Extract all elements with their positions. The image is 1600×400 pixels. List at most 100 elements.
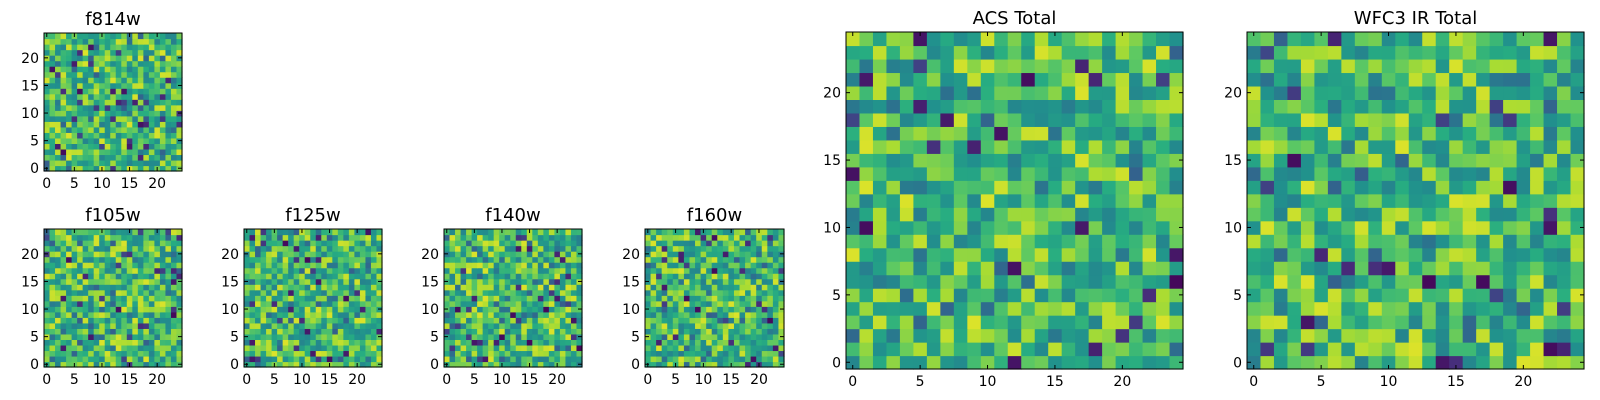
heatmap-cell [115, 60, 122, 67]
heatmap-cell [277, 328, 284, 335]
heatmap-cell [99, 278, 106, 285]
heatmap-cell [93, 322, 100, 329]
heatmap-cell [1341, 220, 1356, 235]
heatmap-cell [137, 154, 144, 161]
heatmap-cell [1435, 247, 1450, 262]
heatmap-cell [1287, 99, 1302, 114]
heatmap-cell [750, 289, 757, 296]
heatmap-cell [510, 251, 517, 258]
heatmap-cell [656, 350, 663, 357]
heatmap-cell [886, 274, 901, 289]
heatmap-cell [1368, 315, 1383, 330]
heatmap-cell [886, 166, 901, 181]
heatmap-cell [1570, 301, 1585, 316]
heatmap-cell [143, 165, 150, 172]
heatmap-cell [761, 267, 768, 274]
heatmap-cell [728, 240, 735, 247]
heatmap-cell [1156, 139, 1171, 154]
heatmap-cell [348, 240, 355, 247]
heatmap-cell [1327, 220, 1342, 235]
heatmap-cell [126, 339, 133, 346]
heatmap-cell [271, 289, 278, 296]
heatmap-cell [1273, 220, 1289, 235]
heatmap-cell [559, 273, 567, 280]
heatmap-cell [1503, 153, 1518, 168]
heatmap-cell [499, 306, 506, 313]
heatmap-cell [1368, 112, 1383, 127]
heatmap-cell [137, 344, 144, 352]
heatmap-cell [449, 333, 456, 340]
heatmap-cell [672, 355, 679, 363]
heatmap-cell [104, 273, 111, 280]
heatmap-cell [99, 77, 106, 84]
heatmap-cell [55, 267, 62, 274]
y-tick-label: 0 [30, 161, 39, 177]
heatmap-cell [1142, 180, 1157, 195]
heatmap-cell [455, 251, 462, 258]
heatmap-cell [104, 361, 111, 368]
heatmap-cell [672, 234, 679, 241]
heatmap-cell [526, 262, 533, 269]
heatmap-cell [493, 306, 500, 313]
heatmap-cell [66, 143, 73, 150]
heatmap-cell [466, 333, 473, 340]
heatmap-cell [1449, 166, 1464, 181]
heatmap-cell [493, 289, 500, 296]
heatmap-cell [1021, 85, 1036, 100]
heatmap-cell [689, 251, 696, 258]
heatmap-cell [337, 361, 344, 368]
heatmap-cell [271, 256, 278, 263]
heatmap-cell [370, 284, 378, 291]
heatmap-cell [49, 240, 56, 247]
heatmap-cell [1061, 99, 1076, 114]
heatmap-cell [706, 355, 713, 363]
heatmap-cell [310, 361, 317, 368]
heatmap-cell [1129, 153, 1144, 168]
heatmap-cell [1314, 72, 1329, 87]
heatmap-cell [1314, 342, 1329, 357]
heatmap-cell [376, 245, 383, 252]
heatmap-cell [1048, 45, 1063, 60]
heatmap-cell [365, 245, 372, 252]
heatmap-cell [332, 251, 339, 258]
heatmap-cell [1422, 342, 1437, 357]
heatmap-cell [260, 333, 267, 340]
heatmap-cell [1075, 301, 1090, 316]
heatmap-cell [249, 234, 256, 241]
heatmap-cell [244, 256, 251, 263]
heatmap-cell [1247, 153, 1262, 168]
heatmap-cell [337, 333, 344, 340]
heatmap-cell [656, 273, 663, 280]
heatmap-cell [66, 278, 73, 285]
heatmap-cell [260, 234, 267, 241]
heatmap-cell [689, 355, 696, 363]
heatmap-cell [132, 159, 139, 167]
heatmap-cell [165, 99, 172, 106]
heatmap-cell [1102, 234, 1117, 249]
heatmap-cell [159, 229, 167, 236]
heatmap-cell [66, 165, 73, 172]
heatmap-cell [82, 115, 89, 122]
heatmap-cell [645, 245, 652, 252]
heatmap-cell [1314, 32, 1329, 47]
heatmap-cell [913, 153, 928, 168]
heatmap-cell [159, 295, 167, 302]
heatmap-cell [722, 344, 729, 352]
heatmap-cell [1088, 193, 1103, 208]
heatmap-cell [1247, 139, 1262, 154]
heatmap-cell [1476, 342, 1491, 357]
heatmap-cell [537, 256, 544, 263]
heatmap-cell [899, 153, 914, 168]
heatmap-cell [695, 267, 702, 274]
heatmap-cell [543, 229, 550, 236]
heatmap-cell [55, 311, 62, 318]
heatmap-cell [165, 328, 172, 335]
heatmap-cell [159, 339, 167, 346]
heatmap-cell [913, 99, 928, 114]
heatmap-cell [695, 344, 702, 352]
heatmap-cell [756, 311, 763, 318]
heatmap-cell [126, 256, 133, 263]
heatmap-cell [343, 289, 350, 296]
heatmap-cell [706, 234, 713, 241]
heatmap-cell [1327, 328, 1342, 343]
